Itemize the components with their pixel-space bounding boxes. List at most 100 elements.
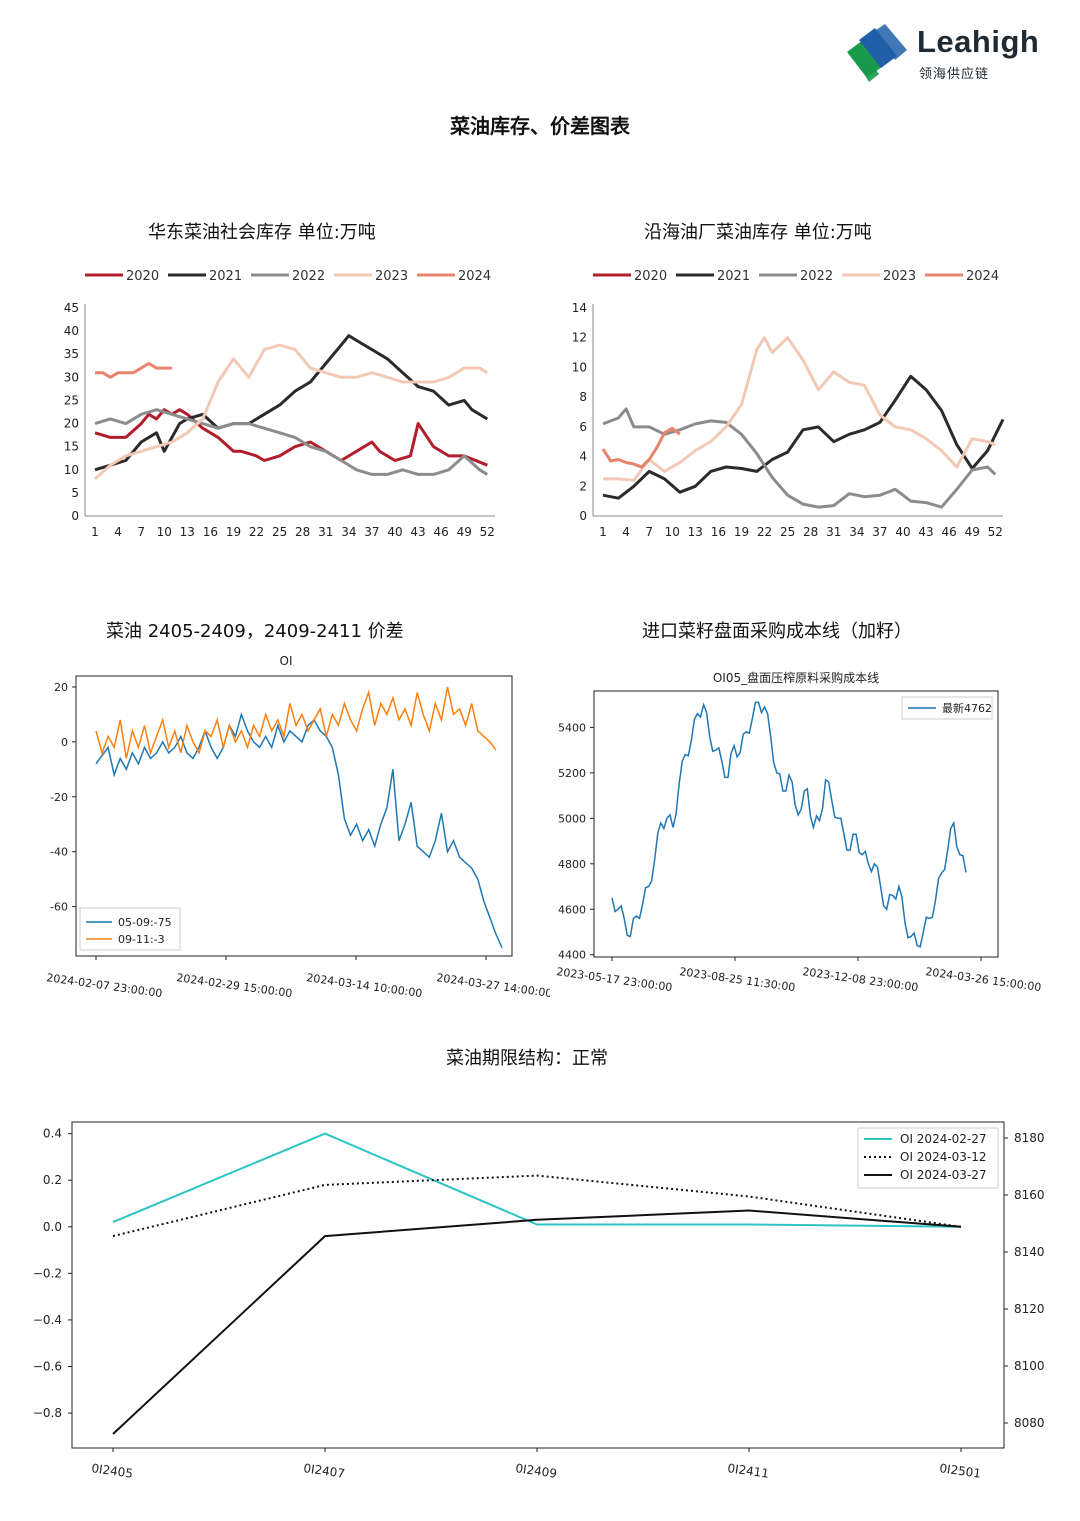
coastal-x-tick: 28 [803,525,818,539]
east-x-tick: 1 [91,525,99,539]
coastal-x-tick: 1 [599,525,607,539]
east-series-2022 [94,408,489,476]
spread-subtitle: OI [280,654,293,668]
term-y-tick-right: 8160 [1014,1188,1045,1202]
term-y-tick-left: −0.6 [33,1360,62,1374]
term-y-tick-left: −0.4 [33,1313,62,1327]
term-structure-chart: 0.4 0.2 0.0 −0.2 −0.4 −0.6 −0.8 8180 8160 8140 812… [33,1121,1045,1481]
import-cost-title: 进口菜籽盘面采购成本线（加籽） [642,621,912,642]
east-legend-label: 2020 [126,269,159,284]
coastal-y-tick: 2 [579,479,587,493]
coastal-y-tick: 4 [579,450,587,464]
spread-y-tick: 0 [61,736,68,749]
coastal-x-tick: 43 [918,525,933,539]
logo-mark-icon [847,24,907,82]
coastal-legend-label: 2020 [634,269,667,284]
east-y-tick: 0 [71,509,79,523]
east-x-tick: 16 [203,525,218,539]
coastal-x-tick: 46 [942,525,957,539]
term-x-tick: 0I2405 [91,1461,134,1481]
spread-series-05-09:-75 [95,711,503,949]
spread-x-tick: 2024-02-29 15:00:00 [176,971,294,1000]
import-cost-series [611,701,967,948]
coastal-legend-label: 2023 [883,269,916,284]
east-x-tick: 10 [157,525,172,539]
east-x-tick: 22 [249,525,264,539]
coastal-x-tick: 16 [711,525,726,539]
east-y-tick: 45 [64,301,79,315]
spread-y-tick: -40 [50,846,68,859]
term-y-tick-left: −0.8 [33,1406,62,1420]
coastal-series-2023 [603,336,996,482]
term-series-OI 2024-03-27 [112,1209,962,1435]
import-cost-x-tick: 2023-12-08 23:00:00 [802,965,920,994]
coastal-legend-label: 2024 [966,269,999,284]
term-y-tick-right: 8180 [1014,1131,1045,1145]
east-x-tick: 46 [434,525,449,539]
spread-x-tick: 2024-03-14 10:00:00 [306,971,424,1000]
east-y-tick: 10 [64,463,79,477]
term-legend-label: OI 2024-03-27 [900,1168,987,1182]
import-cost-legend-box [901,696,993,720]
coastal-x-tick: 22 [757,525,772,539]
east-y-tick: 15 [64,440,79,454]
spread-legend-label: 05-09:-75 [118,916,172,929]
coastal-y-tick: 8 [579,390,587,404]
coastal-series-2024 [601,426,681,469]
coastal-y-tick: 0 [579,509,587,523]
import-cost-y-tick: 4400 [558,949,586,962]
east-x-tick: 31 [318,525,333,539]
east-series-2020 [94,408,488,467]
east-x-tick: 28 [295,525,310,539]
spread-y-tick: -20 [50,791,68,804]
import-cost-x-tick: 2023-08-25 11:30:00 [679,965,797,994]
term-y-tick-left: 0.2 [43,1173,62,1187]
coastal-x-tick: 49 [965,525,980,539]
import-cost-y-tick: 4600 [558,903,586,916]
import-cost-x-tick: 2023-05-17 23:00:00 [556,965,674,994]
coastal-y-tick: 6 [579,420,587,434]
import-cost-legend-label: 最新4762 [942,701,992,715]
import-cost-subtitle: OI05_盘面压榨原料采购成本线 [713,670,879,685]
east-x-tick: 49 [457,525,472,539]
east-x-tick: 19 [226,525,241,539]
east-series-2023 [93,343,489,481]
import-cost-y-tick: 4800 [558,858,586,871]
spread-frame [75,675,513,957]
east-inventory-title: 华东菜油社会库存 单位:万吨 [148,222,376,243]
east-y-tick: 20 [64,417,79,431]
spread-series-09-11:-3 [95,686,497,759]
brand-name: Leahigh [917,24,1040,59]
term-legend-label: OI 2024-02-27 [900,1132,987,1146]
spread-x-tick: 2024-03-27 14:00:00 [436,971,550,1000]
east-legend-label: 2024 [458,269,491,284]
term-series-OI 2024-02-27 [112,1132,962,1228]
east-legend-label: 2021 [209,269,242,284]
spread-y-tick: 20 [54,681,68,694]
east-x-tick: 34 [341,525,356,539]
term-legend-label: OI 2024-03-12 [900,1150,987,1164]
east-series-2024 [95,362,172,379]
term-y-tick-right: 8120 [1014,1302,1045,1316]
spread-chart: OI 20 0 -20 -40 -60 2024-02-07 23:00:00 2024-02… [46,654,550,1000]
spread-y-tick: -60 [50,901,68,914]
term-frame [71,1121,1005,1449]
spread-legend-label: 09-11:-3 [118,933,165,946]
term-y-tick-right: 8080 [1014,1416,1045,1430]
east-x-tick: 25 [272,525,287,539]
coastal-x-tick: 52 [988,525,1003,539]
term-x-tick: 0I2411 [727,1461,770,1481]
east-x-tick: 37 [364,525,379,539]
coastal-inventory-title: 沿海油厂菜油库存 单位:万吨 [644,222,872,243]
coastal-series-2021 [602,374,1005,500]
east-y-tick: 30 [64,370,79,384]
coastal-x-tick: 31 [826,525,841,539]
coastal-series-2022 [602,407,997,509]
east-y-tick: 40 [64,324,79,338]
coastal-x-tick: 4 [622,525,630,539]
import-cost-x-tick: 2024-03-26 15:00:00 [925,965,1043,994]
coastal-x-tick: 40 [895,525,910,539]
east-x-tick: 7 [137,525,145,539]
term-y-tick-right: 8100 [1014,1359,1045,1373]
